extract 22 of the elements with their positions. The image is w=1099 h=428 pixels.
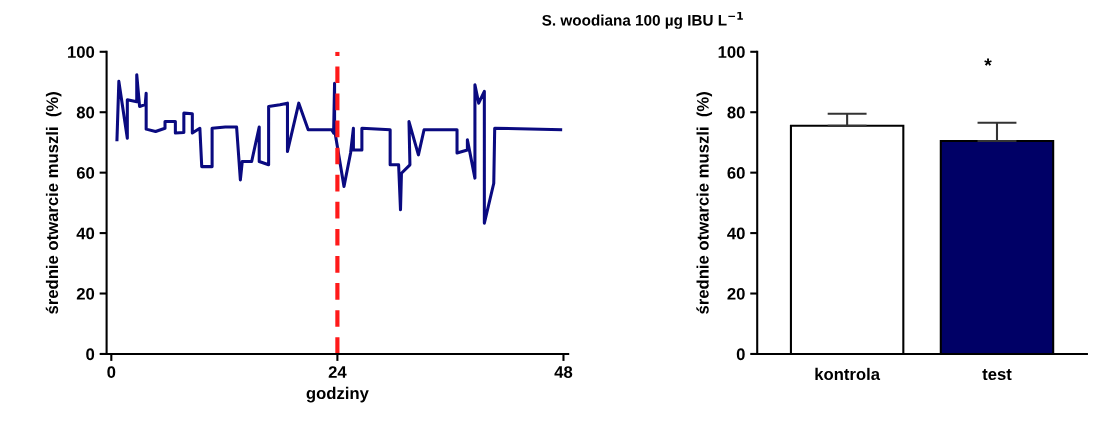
y-tick-label: 40 [727,227,745,240]
x-axis-title: godziny [306,386,369,403]
y-tick-label: 100 [68,46,95,58]
annotation: * [984,58,992,66]
y-tick-label: 60 [76,167,95,179]
x-tick-label: 24 [328,366,347,378]
y-tick-label: 60 [727,167,745,179]
y-tick-label: 0 [86,348,95,361]
y-tick-label: 0 [736,348,745,361]
x-tick-label: 0 [107,366,116,378]
y-tick-label: 80 [76,106,95,119]
x-tick-label: test [982,369,1012,381]
y-tick-label: 40 [76,227,95,240]
text: S. woodiana 100 µg IBU L$^{−1}$ [542,11,743,29]
x-tick-label: 48 [554,366,573,378]
y-tick-label: 80 [727,106,745,119]
y-tick-label: 100 [718,46,745,58]
y-tick-label: 20 [727,287,745,300]
x-tick-label: kontrola [815,367,881,381]
y-axis-title: średnie otwarcie muszli (%) [45,92,62,314]
y-tick-label: 20 [76,287,95,300]
y-axis-title: średnie otwarcie muszli (%) [696,92,713,314]
